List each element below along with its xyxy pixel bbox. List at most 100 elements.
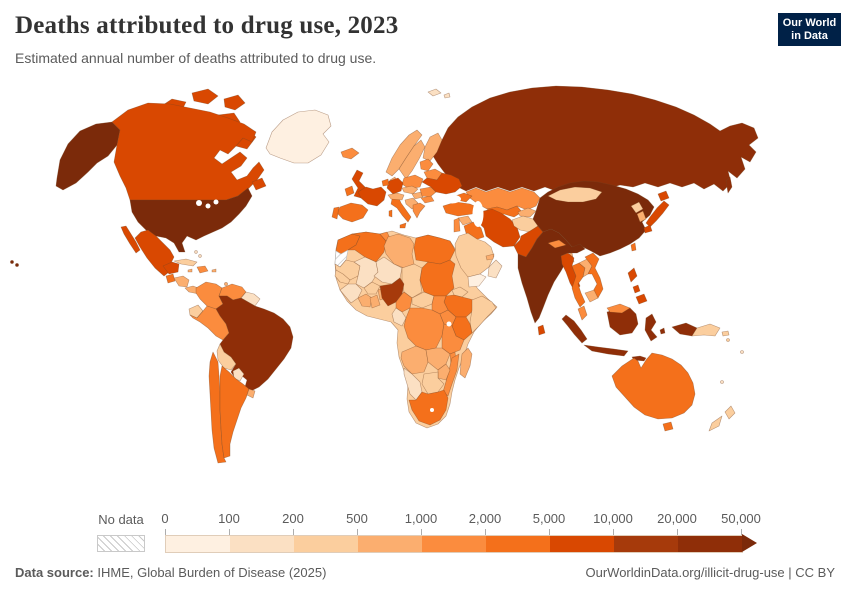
country-fiji[interactable] [740,350,744,354]
country-portugal[interactable] [331,206,340,220]
country-uruguay[interactable] [246,388,256,399]
country-cuba[interactable] [173,258,198,267]
country-canada[interactable] [223,94,246,111]
country-solomon-islands[interactable] [726,338,730,342]
country-yemen[interactable] [467,273,487,288]
country-baltic-states[interactable] [419,158,434,172]
country-papua-new-guinea[interactable] [721,330,730,337]
country-papua-new-guinea[interactable] [691,323,721,337]
country-bulgaria[interactable] [420,195,435,204]
country-finland[interactable] [422,132,443,162]
country-eritrea[interactable] [451,286,469,298]
country-ghana[interactable] [369,294,381,309]
country-bahamas[interactable] [198,254,202,258]
country-greece[interactable] [412,202,426,219]
country-mexico[interactable] [120,225,141,254]
country-new-zealand[interactable] [724,405,736,420]
country-tanzania[interactable] [441,323,465,355]
footer-link[interactable]: OurWorldinData.org/illicit-drug-use | CC… [585,565,836,580]
country-jamaica[interactable] [187,268,193,273]
country-south-africa[interactable] [408,389,449,426]
country-sudan[interactable] [419,259,456,297]
country-nepal[interactable] [547,239,567,249]
country-guinea[interactable] [339,283,363,304]
country-svalbard[interactable] [443,92,451,99]
country-jordan[interactable] [453,217,461,233]
country-ukraine[interactable] [421,172,463,195]
legend-segment[interactable] [166,536,230,552]
country-peru[interactable] [189,305,230,341]
country-japan[interactable] [657,190,670,202]
country-italy[interactable] [399,222,407,229]
country-new-zealand[interactable] [708,415,723,432]
country-taiwan[interactable] [630,242,637,252]
country-north-korea[interactable] [630,201,644,214]
country-norway[interactable] [385,129,423,177]
country-canada[interactable] [191,88,219,105]
country-thailand[interactable] [571,262,586,308]
country-mongolia[interactable] [547,186,603,203]
country-honduras[interactable] [173,275,190,288]
country-trinidad[interactable] [224,282,228,286]
owid-logo[interactable]: Our World in Data [778,13,841,46]
country-argentina[interactable] [219,365,250,459]
country-madagascar[interactable] [459,347,473,379]
country-egypt[interactable] [413,234,456,265]
country-mexico[interactable] [162,261,180,275]
country-philippines[interactable] [632,284,641,294]
country-zambia[interactable] [425,347,451,371]
legend-segment[interactable] [358,536,422,552]
country-russia[interactable] [432,85,759,192]
country-australia-tasmania[interactable] [662,421,674,432]
country-botswana[interactable] [421,371,445,395]
country-sri-lanka[interactable] [537,324,546,336]
country-somalia[interactable] [469,295,497,334]
country-indonesia[interactable] [583,344,629,357]
country-japan[interactable] [643,224,653,234]
legend-segment[interactable] [614,536,678,552]
country-indonesia[interactable] [659,327,666,335]
country-italy[interactable] [388,209,393,218]
legend-segment[interactable] [294,536,358,552]
country-japan[interactable] [645,200,670,228]
country-france[interactable] [357,186,387,207]
country-chile[interactable] [208,351,227,464]
country-indonesia[interactable] [561,314,588,344]
country-netherlands[interactable] [381,178,390,187]
country-svalbard[interactable] [427,88,442,97]
country-hungary[interactable] [411,191,424,200]
country-united-states[interactable] [55,121,121,191]
legend-segment[interactable] [230,536,294,552]
country-czechia[interactable] [401,185,419,195]
country-russia[interactable] [725,176,733,194]
country-kyrgyzstan[interactable] [517,207,537,218]
legend-segment[interactable] [422,536,486,552]
country-syria[interactable] [457,215,473,226]
country-canada[interactable] [111,102,265,201]
country-bahamas[interactable] [194,250,198,254]
country-philippines[interactable] [627,267,638,283]
country-angola[interactable] [400,345,429,375]
legend-arrow[interactable] [742,534,757,552]
country-spain[interactable] [336,202,369,223]
country-oman[interactable] [487,259,503,279]
country-canada[interactable] [251,177,267,191]
country-cambodia[interactable] [584,289,599,303]
legend-segment[interactable] [678,536,742,552]
country-bolivia[interactable] [216,343,237,371]
country-dominican-republic[interactable] [196,265,209,274]
country-ireland[interactable] [344,185,355,197]
country-united-states-hawaii[interactable] [10,260,14,264]
legend-segment[interactable] [486,536,550,552]
country-kazakhstan[interactable] [465,187,541,211]
country-iceland[interactable] [340,147,360,160]
country-guatemala[interactable] [165,273,176,284]
country-philippines[interactable] [635,293,648,305]
country-puerto-rico[interactable] [211,268,217,273]
country-australia[interactable] [611,352,696,420]
country-indonesia[interactable] [644,313,658,342]
country-new-caledonia[interactable] [720,380,724,384]
no-data-swatch[interactable] [97,535,145,552]
country-germany[interactable] [386,177,404,195]
country-greenland[interactable] [265,109,332,164]
